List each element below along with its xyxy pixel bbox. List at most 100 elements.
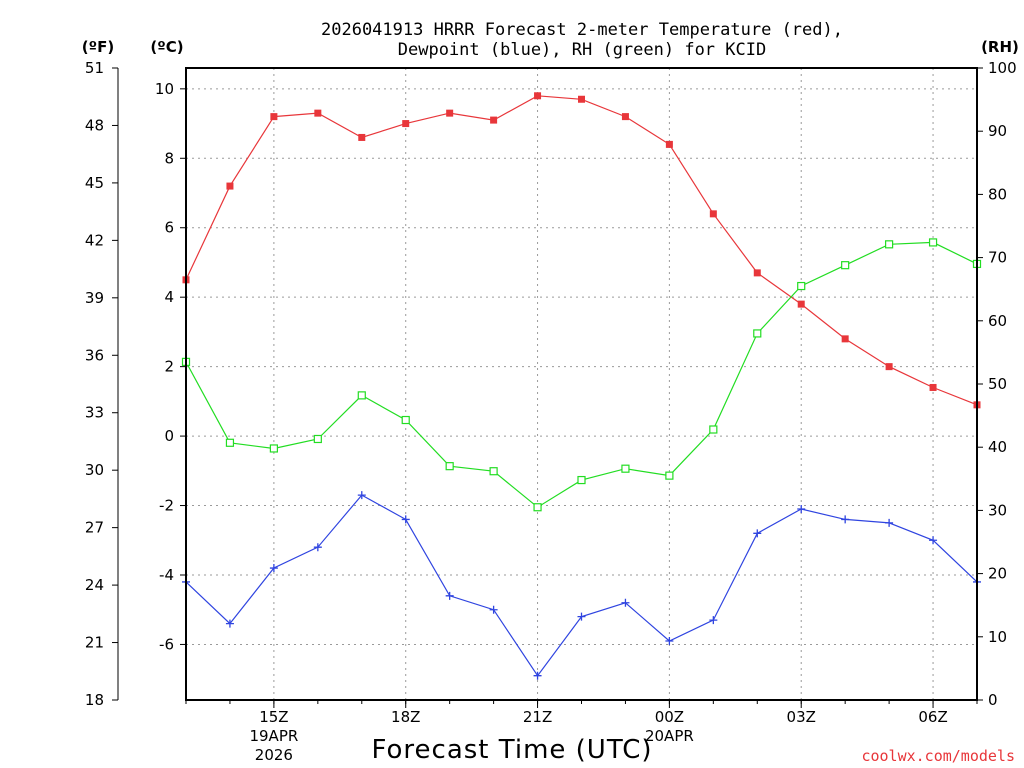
x-tick-label: 20APR xyxy=(645,727,694,745)
fahrenheit-unit-label: (ºF) xyxy=(82,38,114,56)
credit-text: coolwx.com/models xyxy=(861,747,1015,765)
chart-title-line-1: 2026041913 HRRR Forecast 2-meter Tempera… xyxy=(321,20,843,40)
rh-tick-label: 20 xyxy=(988,565,1007,583)
x-axis-title: Forecast Time (UTC) xyxy=(371,735,652,765)
celsius-tick-label: -4 xyxy=(159,566,174,584)
temperature-point xyxy=(885,363,893,371)
x-tick-label: 00Z xyxy=(655,708,684,726)
fahrenheit-tick-label: 24 xyxy=(85,576,104,594)
dewpoint-point xyxy=(709,616,718,625)
rh-point xyxy=(489,467,498,476)
fahrenheit-tick-label: 39 xyxy=(85,289,104,307)
temperature-point xyxy=(446,109,454,117)
rh-tick-label: 10 xyxy=(988,628,1007,646)
temperature-point xyxy=(665,140,673,148)
rh-point xyxy=(928,238,938,247)
temperature-point xyxy=(753,269,761,277)
rh-tick-label: 60 xyxy=(988,312,1007,330)
rh-tick-label: 80 xyxy=(988,185,1007,203)
rh-tick-label: 90 xyxy=(988,122,1007,140)
rh-tick-label: 30 xyxy=(988,501,1007,519)
celsius-tick-label: -2 xyxy=(159,497,174,515)
chart-title-line-2: Dewpoint (blue), RH (green) for KCID xyxy=(398,40,766,60)
rh-point xyxy=(401,415,410,425)
rh-tick-label: 0 xyxy=(988,691,998,709)
dewpoint-point xyxy=(357,491,366,500)
temperature-point xyxy=(402,120,410,128)
dewpoint-point xyxy=(489,605,498,614)
celsius-tick-label: 8 xyxy=(164,149,174,167)
rh-point xyxy=(577,475,586,485)
axis-layer: 1086420-2-4-6514845423936333027242118100… xyxy=(85,59,1017,764)
x-tick-label: 15Z xyxy=(259,708,288,726)
dewpoint-point xyxy=(797,505,806,514)
temperature-point xyxy=(534,92,542,100)
temperature-line xyxy=(185,95,978,406)
plot-frame xyxy=(185,67,978,701)
x-tick-label: 2026 xyxy=(255,746,293,764)
rh-point xyxy=(797,281,806,291)
celsius-unit-label: (ºC) xyxy=(150,38,183,56)
fahrenheit-tick-label: 30 xyxy=(85,461,104,479)
rh-point xyxy=(269,444,278,453)
dewpoint-point xyxy=(841,515,850,524)
dewpoint-point xyxy=(621,598,630,607)
rh-line xyxy=(185,241,978,508)
fahrenheit-tick-label: 42 xyxy=(85,231,104,249)
rh-point xyxy=(621,464,630,473)
x-tick-label: 21Z xyxy=(523,708,552,726)
dewpoint-point xyxy=(577,612,586,621)
x-tick-label: 06Z xyxy=(918,708,947,726)
rh-point xyxy=(841,261,850,270)
rh-point xyxy=(533,503,542,512)
dewpoint-line xyxy=(185,494,978,677)
temperature-point xyxy=(841,335,849,343)
celsius-tick-label: 2 xyxy=(164,358,174,376)
rh-point xyxy=(753,329,762,338)
rh-point xyxy=(665,471,674,480)
temperature-point xyxy=(797,300,805,308)
fahrenheit-tick-label: 36 xyxy=(85,346,104,364)
dewpoint-point xyxy=(885,518,894,527)
fahrenheit-tick-label: 18 xyxy=(85,691,104,709)
celsius-tick-label: 6 xyxy=(164,219,174,237)
celsius-tick-label: -6 xyxy=(159,635,174,653)
grid-layer xyxy=(186,68,977,700)
temperature-point xyxy=(929,383,937,391)
fahrenheit-tick-label: 48 xyxy=(85,116,104,134)
rh-point xyxy=(225,438,235,447)
rh-tick-label: 70 xyxy=(988,249,1007,267)
dewpoint-point xyxy=(665,636,674,645)
rh-point xyxy=(709,425,718,434)
rh-point xyxy=(313,434,322,444)
temperature-point xyxy=(621,113,629,121)
rh-tick-label: 40 xyxy=(988,438,1007,456)
rh-point xyxy=(885,240,894,249)
dewpoint-point xyxy=(533,671,542,680)
dewpoint-point xyxy=(401,515,410,524)
celsius-tick-label: 10 xyxy=(155,80,174,98)
series-layer xyxy=(181,92,982,680)
temperature-point xyxy=(490,116,498,124)
celsius-tick-label: 4 xyxy=(164,288,174,306)
fahrenheit-tick-label: 21 xyxy=(85,634,104,652)
dewpoint-point xyxy=(929,536,938,545)
x-tick-label: 19APR xyxy=(249,727,298,745)
temperature-point xyxy=(314,109,322,117)
celsius-tick-label: 0 xyxy=(164,427,174,445)
fahrenheit-tick-label: 33 xyxy=(85,404,104,422)
temperature-point xyxy=(226,182,234,190)
temperature-point xyxy=(709,210,717,218)
rh-tick-label: 100 xyxy=(988,59,1017,77)
fahrenheit-tick-label: 45 xyxy=(85,174,104,192)
temperature-point xyxy=(578,95,585,103)
temperature-point xyxy=(358,133,366,141)
rh-point xyxy=(445,462,454,471)
temperature-point xyxy=(270,113,278,121)
dewpoint-point xyxy=(753,529,762,538)
x-tick-label: 18Z xyxy=(391,708,420,726)
x-tick-label: 03Z xyxy=(787,708,816,726)
rh-unit-label: (RH) xyxy=(981,38,1019,56)
fahrenheit-tick-label: 27 xyxy=(85,519,104,537)
